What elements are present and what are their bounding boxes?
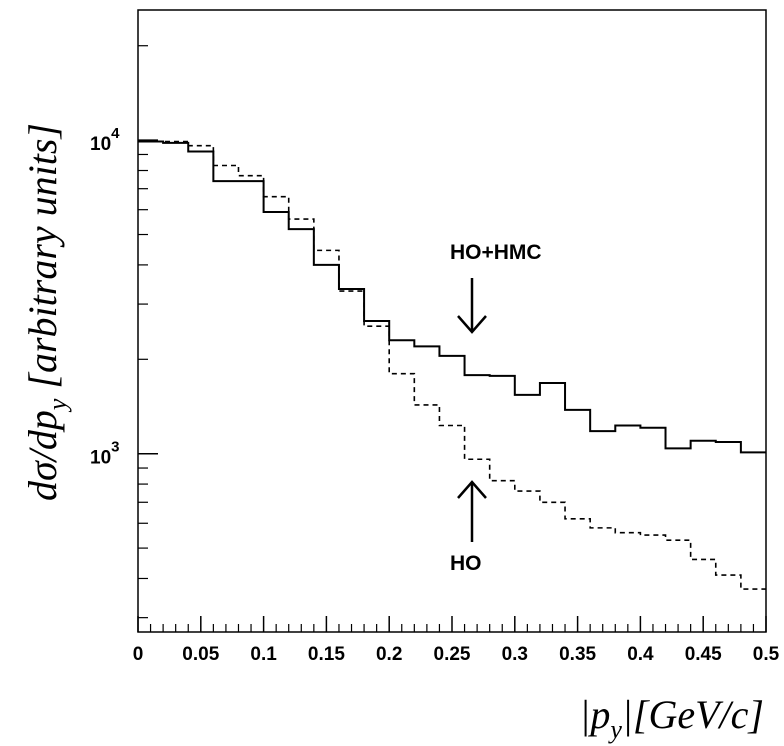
- series-ho-hmc: [138, 140, 766, 454]
- y-tick-label-1: 104: [90, 125, 120, 155]
- x-tick-label-2: 0.1: [250, 644, 277, 665]
- arrow-down-icon: [457, 278, 487, 334]
- x-tick-label-10: 0.5: [753, 644, 780, 665]
- y-tick-label-0: 103: [90, 439, 119, 469]
- x-tick-label-7: 0.35: [559, 644, 596, 665]
- x-axis: 0 0.05 0.1 0.15 0.2 0.25 0.3 0.35 0.4 0.45 0.5: [133, 616, 780, 665]
- x-tick-label-5: 0.25: [434, 644, 471, 665]
- arrow-up-icon: [457, 480, 487, 542]
- x-tick-label-3: 0.15: [308, 644, 345, 665]
- series-ho: [138, 140, 766, 590]
- y-axis: 103 104: [90, 125, 158, 469]
- x-tick-label-0: 0: [133, 644, 144, 665]
- series-layer: [138, 140, 766, 590]
- x-axis-title: |py|[GeV/c]: [579, 692, 764, 744]
- x-tick-label-8: 0.4: [627, 644, 654, 665]
- y-axis-title: dσ/dpy [arbitrary units]: [20, 123, 72, 501]
- x-tick-label-1: 0.05: [182, 644, 219, 665]
- x-tick-label-9: 0.45: [685, 644, 722, 665]
- x-tick-label-4: 0.2: [376, 644, 402, 665]
- x-tick-label-6: 0.3: [502, 644, 528, 665]
- annotation-ho-hmc: HO+HMC: [450, 241, 542, 264]
- minor-ticks: [138, 45, 755, 632]
- plot-frame: [137, 9, 767, 633]
- annotation-ho: HO: [450, 552, 482, 575]
